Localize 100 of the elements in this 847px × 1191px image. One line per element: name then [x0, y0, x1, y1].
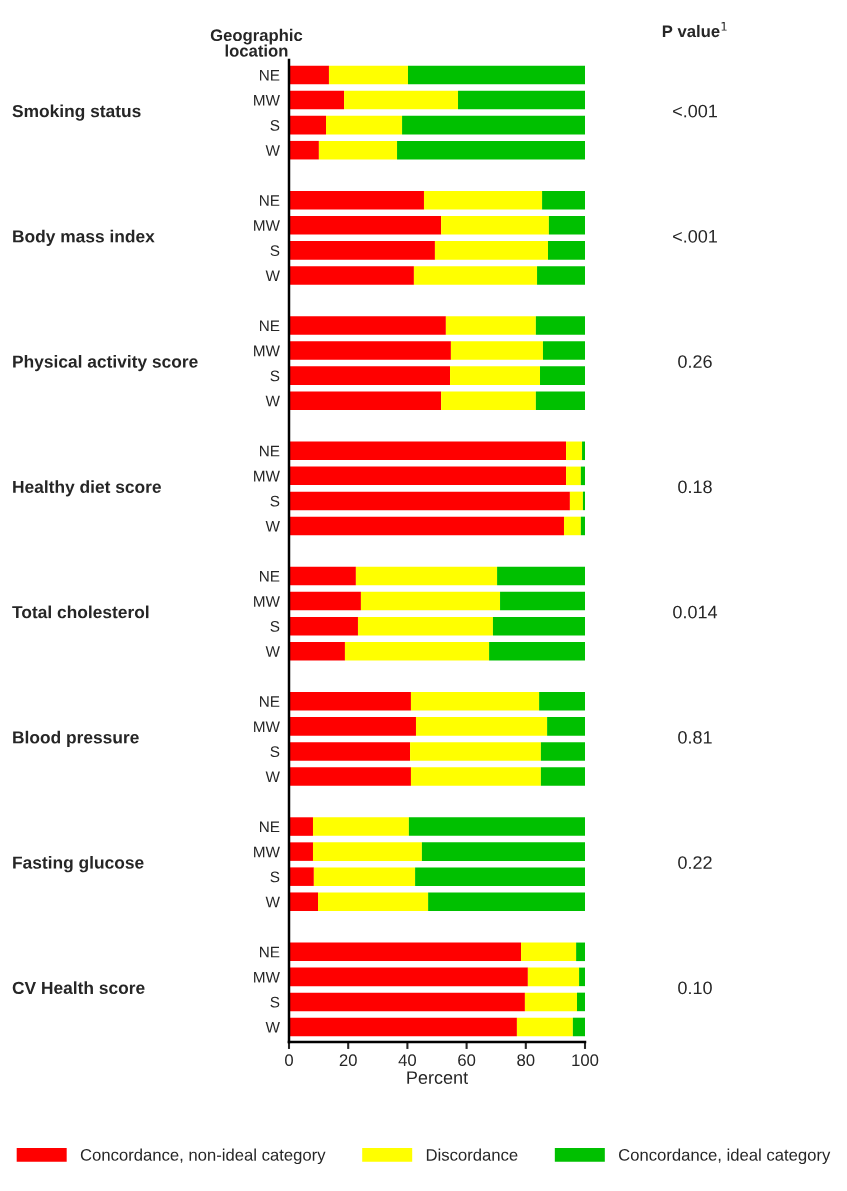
bar	[289, 191, 424, 210]
bar	[441, 216, 549, 235]
text: 0.18	[678, 480, 712, 494]
x-tick-label: 80	[517, 1054, 535, 1067]
bar	[540, 742, 585, 761]
bar	[289, 566, 356, 586]
y-tick-label: MW	[254, 971, 280, 983]
bar	[569, 491, 583, 511]
bar	[326, 115, 403, 135]
y-tick-label: NE	[260, 946, 280, 958]
text: 0.10	[678, 981, 712, 995]
y-tick-label: MW	[254, 846, 280, 858]
bar	[360, 591, 501, 611]
y-axis-title: Geographic location	[210, 28, 303, 57]
bar	[289, 842, 313, 861]
bar	[410, 742, 541, 761]
bar	[450, 366, 541, 385]
bar	[289, 241, 435, 260]
bar	[434, 241, 548, 260]
y-tick-label: W	[265, 270, 280, 281]
text: Healthy diet score	[13, 480, 161, 497]
bar	[289, 140, 319, 160]
y-tick-label: NE	[260, 445, 280, 457]
bar	[450, 341, 543, 360]
y-tick-label: W	[265, 1021, 280, 1033]
y-tick-label: W	[265, 646, 280, 657]
bar	[289, 992, 525, 1012]
bar	[289, 366, 451, 385]
y-tick-label: S	[270, 495, 280, 507]
bar	[289, 867, 314, 886]
y-tick-label: NE	[260, 571, 280, 582]
bar	[289, 65, 329, 85]
bar	[413, 266, 538, 285]
y-tick-label: MW	[254, 95, 280, 106]
bar	[582, 491, 585, 511]
y-tick-label: S	[270, 245, 280, 257]
y-tick-label: W	[265, 520, 280, 532]
bar	[539, 692, 585, 711]
y-tick-label: W	[265, 896, 280, 908]
y-tick-label: MW	[254, 470, 280, 482]
bar	[289, 1017, 517, 1037]
bar	[489, 641, 585, 661]
y-tick-label: MW	[254, 721, 280, 732]
bar	[441, 391, 536, 410]
bar	[289, 717, 416, 736]
text: Body mass index	[13, 229, 155, 246]
bar	[524, 992, 578, 1012]
bar	[410, 767, 541, 786]
bar	[289, 466, 567, 486]
bar	[289, 591, 361, 611]
bar	[318, 140, 398, 160]
bar	[289, 341, 451, 360]
bar	[289, 391, 442, 410]
x-tick-label: 100	[572, 1054, 599, 1067]
bar	[328, 65, 408, 85]
bar	[289, 115, 326, 135]
y-tick-label: NE	[260, 821, 280, 833]
bar	[542, 341, 585, 360]
bar	[410, 692, 540, 711]
y-tick-label: NE	[260, 195, 280, 206]
bar	[289, 742, 411, 761]
text: 0.014	[673, 605, 718, 619]
y-tick-label: S	[270, 370, 280, 382]
bar	[344, 641, 490, 661]
bar	[423, 191, 543, 210]
bar	[548, 241, 585, 260]
bar	[344, 90, 459, 110]
y-tick-label: MW	[254, 596, 280, 607]
y-tick-label: S	[270, 871, 280, 883]
bar	[289, 942, 522, 962]
bar	[521, 942, 577, 962]
bar	[445, 316, 536, 335]
bar	[289, 441, 567, 461]
text: 0.26	[678, 355, 712, 368]
bar	[357, 616, 493, 636]
bar	[428, 892, 585, 911]
bar	[540, 366, 585, 385]
text: CV Health score	[12, 981, 145, 995]
y-tick-label: S	[270, 996, 280, 1008]
bar	[415, 867, 585, 886]
bar	[289, 892, 319, 911]
legend-label: Discordance	[426, 1148, 518, 1161]
bar	[312, 817, 409, 836]
bar	[289, 767, 411, 786]
bar	[289, 641, 345, 661]
bar	[548, 216, 585, 235]
text: Total cholesterol	[12, 605, 149, 619]
bar	[566, 441, 583, 461]
bar	[500, 591, 585, 611]
bar	[572, 1017, 585, 1037]
bar	[535, 391, 585, 410]
bar	[289, 316, 446, 335]
bar	[547, 717, 585, 736]
bar	[312, 842, 422, 861]
text: Smoking status	[12, 104, 141, 121]
bar	[527, 967, 580, 987]
bar	[397, 140, 585, 160]
bar	[289, 90, 345, 110]
y-tick-label: S	[270, 746, 280, 758]
y-tick-label: NE	[260, 320, 280, 332]
